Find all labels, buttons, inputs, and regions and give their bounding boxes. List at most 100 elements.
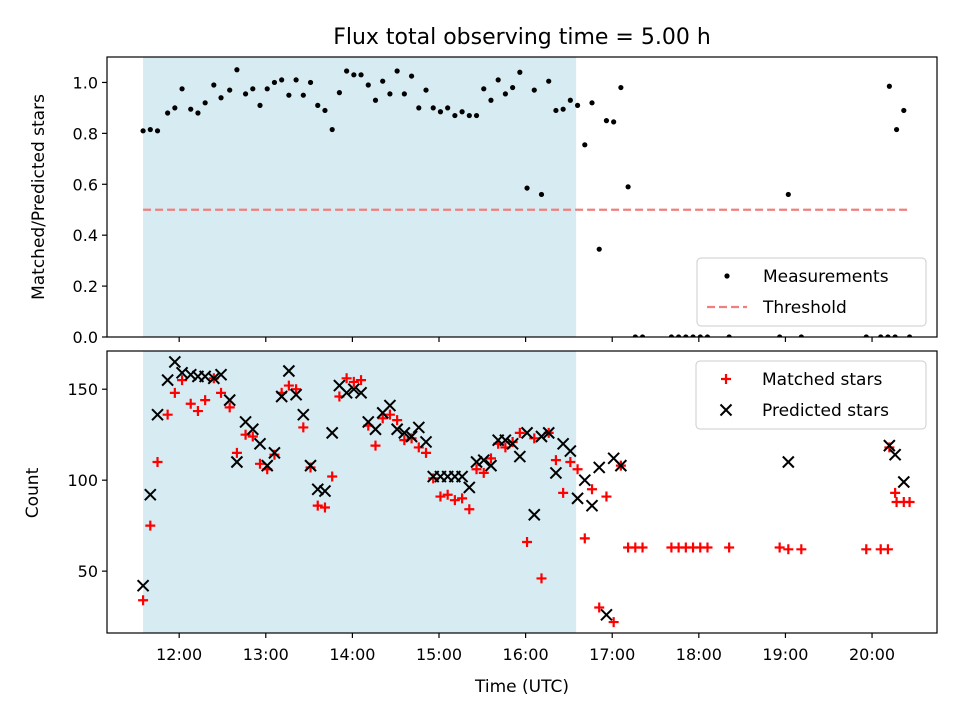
matched-stars-point	[145, 520, 156, 531]
measurements-point	[242, 91, 249, 97]
matched-stars-point	[442, 489, 453, 500]
predicted-stars-point	[499, 433, 512, 447]
predicted-stars-point	[888, 448, 902, 461]
measurements-point	[632, 334, 638, 337]
measurements-point	[893, 126, 900, 133]
predicted-stars-point	[614, 459, 628, 472]
measurements-point	[618, 84, 624, 91]
matched-stars-point	[384, 409, 395, 420]
matched-stars-point	[269, 449, 280, 460]
matched-stars-point	[565, 456, 576, 467]
measurements-point	[408, 73, 415, 79]
predicted-stars-point	[340, 386, 353, 400]
y-tick-label: 0.4	[73, 226, 98, 245]
x-tick-label: 15:00	[416, 645, 462, 664]
predicted-stars-point	[578, 473, 591, 487]
matched-stars-point	[522, 537, 533, 548]
predicted-stars-point	[390, 423, 404, 436]
matched-stars-point	[774, 542, 785, 553]
measurements-point	[611, 119, 617, 125]
x-tick-label: 16:00	[503, 645, 549, 664]
predicted-stars-point	[207, 372, 221, 385]
predicted-stars-point	[347, 382, 361, 396]
matched-stars-point	[327, 471, 338, 482]
matched-stars-point	[601, 491, 612, 502]
matched-stars-point	[608, 617, 619, 628]
measurements-point	[401, 91, 407, 97]
measurements-point	[250, 86, 256, 92]
matched-stars-point	[471, 464, 482, 475]
predicted-stars-point	[506, 437, 519, 450]
y-tick-label: 50	[78, 562, 98, 581]
predicted-stars-point	[304, 459, 317, 472]
matched-stars-point	[724, 542, 735, 553]
predicted-stars-point	[564, 444, 577, 458]
matched-stars-point	[882, 544, 893, 555]
matched-stars-point	[890, 487, 901, 498]
predicted-stars-point	[184, 368, 197, 381]
measurements-point	[567, 97, 573, 103]
matched-stars-point	[283, 380, 294, 391]
matched-stars-point	[594, 602, 605, 613]
measurements-point	[495, 77, 501, 83]
measurements-point	[625, 184, 631, 190]
matched-stars-point	[428, 473, 439, 484]
matched-stars-point	[298, 422, 309, 433]
predicted-stars-point	[297, 408, 310, 421]
matched-stars-point	[255, 458, 266, 469]
measurements-point	[524, 185, 530, 191]
measurements-point	[574, 102, 581, 108]
y-tick-label: 0.0	[73, 328, 98, 347]
y-tick-label: 0.6	[73, 175, 98, 194]
matched-stars-point	[200, 395, 211, 406]
matched-stars-point	[152, 456, 163, 467]
matched-stars-point	[377, 413, 388, 424]
matched-stars-point	[529, 433, 540, 444]
matched-stars-point	[861, 544, 872, 555]
measurements-point	[172, 105, 178, 111]
measurements-point	[726, 334, 732, 337]
predicted-stars-point	[405, 430, 418, 443]
matched-stars-point	[392, 415, 403, 426]
measurements-point	[517, 69, 523, 75]
measurements-point	[560, 106, 566, 112]
measurements-point	[901, 107, 907, 114]
panel-1-highlight-span	[143, 351, 577, 633]
matched-stars-point	[637, 542, 648, 553]
matched-stars-point	[587, 484, 598, 495]
predicted-stars-point	[470, 455, 483, 469]
matched-stars-point	[579, 533, 590, 544]
measurements-point	[300, 92, 306, 98]
chart-title: Flux total observing time = 5.00 h	[333, 25, 711, 50]
predicted-stars-point	[354, 386, 368, 400]
legend-marker-plus	[721, 374, 731, 384]
y-tick-label: 1.0	[73, 73, 98, 92]
measurements-point	[188, 106, 194, 112]
measurements-point	[488, 97, 494, 103]
predicted-stars-point	[268, 446, 281, 460]
legend-box	[695, 360, 927, 430]
panel-1-frame	[106, 350, 938, 634]
matched-stars-point	[550, 455, 561, 466]
predicted-stars-point	[383, 399, 397, 412]
matched-stars-point	[291, 384, 302, 395]
measurements-point	[336, 90, 342, 96]
predicted-stars-point	[463, 481, 476, 494]
matched-stars-point	[224, 402, 235, 413]
bottom-y-axis-label: Count	[23, 467, 43, 518]
matched-stars-point	[169, 387, 180, 398]
measurements-point	[892, 334, 898, 337]
predicted-stars-point	[600, 608, 613, 622]
panel-1-data-layer	[136, 355, 915, 628]
x-axis-label: Time (UTC)	[474, 677, 569, 697]
matched-stars-point	[413, 442, 424, 453]
matched-stars-point	[231, 447, 242, 458]
x-tick-label: 19:00	[762, 645, 808, 664]
predicted-stars-point	[542, 426, 555, 440]
predicted-stars-point	[230, 455, 244, 469]
measurements-point	[322, 107, 328, 114]
matched-stars-point	[240, 429, 251, 440]
measurements-point	[863, 334, 869, 337]
